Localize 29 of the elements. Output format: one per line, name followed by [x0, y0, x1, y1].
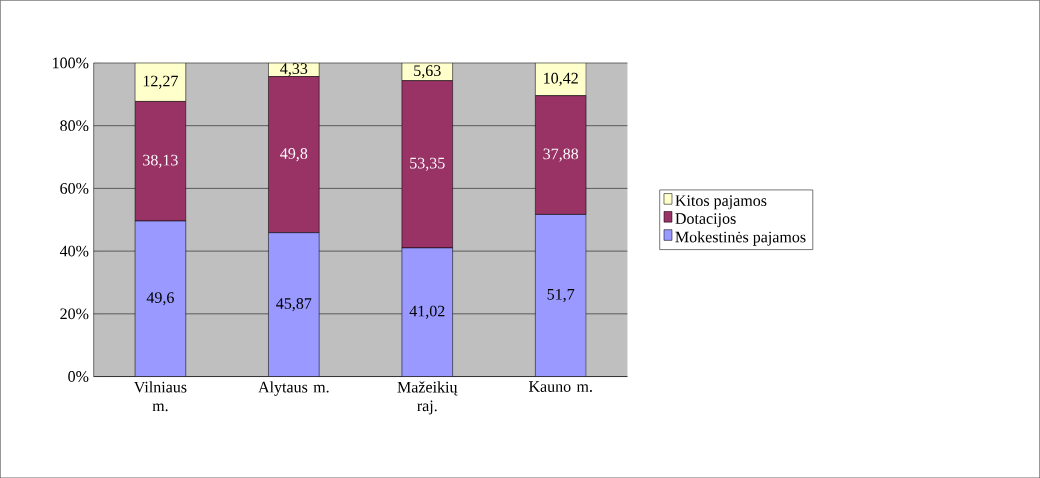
- bar: [535, 214, 587, 377]
- data-label: 4,33: [280, 63, 308, 77]
- y-tick-label: 60%: [60, 182, 89, 194]
- data-label: 41,02: [409, 305, 445, 319]
- data-label: 53,35: [410, 157, 445, 171]
- data-label: 38,13: [143, 154, 178, 168]
- data-label: 10,42: [544, 72, 578, 86]
- bar: [268, 232, 320, 377]
- data-label: 45,87: [276, 297, 312, 312]
- y-tick-label: 40%: [59, 245, 89, 257]
- x-tick-label: Alytaus m.: [258, 381, 329, 396]
- data-label: 37,88: [543, 148, 579, 162]
- legend-label: Dotacijos: [675, 213, 736, 228]
- data-label: 51,7: [547, 288, 575, 302]
- x-tick-label: Mažeikių raj.: [397, 381, 458, 415]
- bar: [401, 247, 453, 377]
- y-tick-label: 0%: [68, 371, 89, 382]
- data-label: 49,8: [280, 147, 308, 162]
- data-label: 12,27: [143, 75, 178, 89]
- x-tick-label: Kauno m.: [528, 381, 592, 392]
- y-tick-label: 20%: [60, 308, 89, 320]
- data-label: 49,6: [146, 292, 174, 306]
- data-label: 5,63: [414, 65, 441, 79]
- y-tick-label: 100%: [53, 57, 89, 69]
- x-tick-label: Vilniaus m.: [133, 381, 187, 412]
- y-tick-label: 80%: [60, 120, 89, 132]
- bar: [134, 220, 187, 377]
- legend-label: Mokestinės pajamos: [675, 231, 806, 246]
- legend-label: Kitos pajamos: [675, 195, 767, 210]
